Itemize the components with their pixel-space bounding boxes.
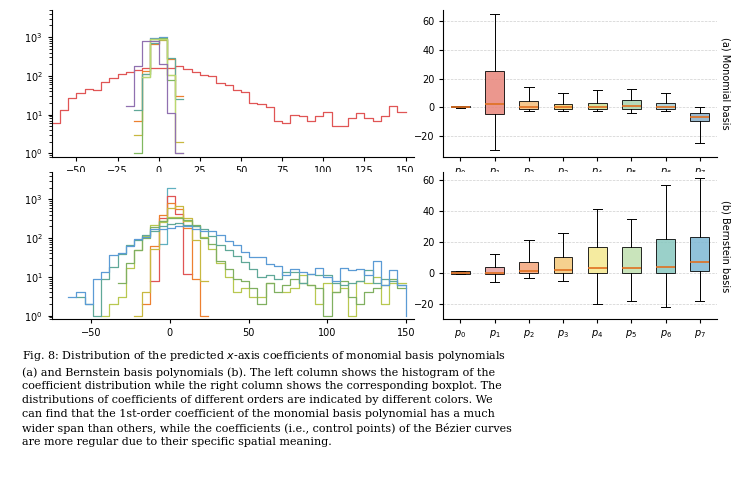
PathPatch shape xyxy=(451,106,470,107)
Text: Fig. 8: Distribution of the predicted $x$-axis coefficients of monomial basis po: Fig. 8: Distribution of the predicted $x… xyxy=(22,349,512,447)
PathPatch shape xyxy=(622,247,641,273)
PathPatch shape xyxy=(451,271,470,273)
PathPatch shape xyxy=(554,257,573,273)
PathPatch shape xyxy=(622,100,641,109)
PathPatch shape xyxy=(656,239,675,273)
Text: (b) Bernstein basis: (b) Bernstein basis xyxy=(721,200,731,292)
PathPatch shape xyxy=(486,266,504,274)
PathPatch shape xyxy=(690,113,709,121)
Text: (a) Monomial basis: (a) Monomial basis xyxy=(721,37,731,130)
PathPatch shape xyxy=(690,237,709,271)
PathPatch shape xyxy=(520,262,538,273)
PathPatch shape xyxy=(588,247,607,273)
PathPatch shape xyxy=(656,103,675,109)
PathPatch shape xyxy=(588,103,607,109)
PathPatch shape xyxy=(486,71,504,114)
PathPatch shape xyxy=(554,104,573,109)
PathPatch shape xyxy=(520,101,538,109)
